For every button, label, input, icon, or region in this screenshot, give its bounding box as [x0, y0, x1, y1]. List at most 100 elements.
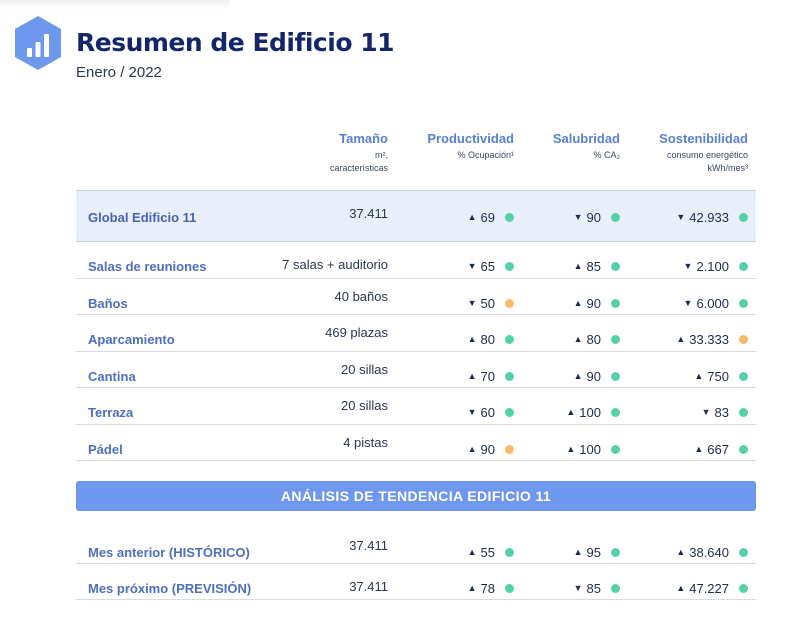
status-dot-icon	[611, 298, 620, 308]
status-dot-icon	[611, 262, 620, 271]
bar-chart-logo-icon	[15, 16, 61, 70]
productivity-cell: ▲ 80	[468, 332, 514, 347]
column-header-size[interactable]: Tamaño m², características	[329, 131, 388, 173]
salubrity-cell: ▲ 80	[574, 332, 620, 347]
sustainability-cell: ▼ 2.100	[684, 259, 748, 274]
trend-up-arrow-icon: ▲	[467, 583, 477, 593]
table-row[interactable]: Mes anterior (HISTÓRICO) 37.411 ▲ 55 ▲ 9…	[76, 528, 756, 564]
trend-analysis-banner: ANÁLISIS DE TENDENCIA EDIFICIO 11	[76, 481, 756, 511]
trend-down-arrow-icon: ▼	[676, 212, 686, 222]
sustainability-cell: ▲ 38.640	[676, 545, 748, 560]
status-dot-icon	[611, 408, 620, 417]
trend-table: Mes anterior (HISTÓRICO) 37.411 ▲ 55 ▲ 9…	[76, 528, 756, 600]
status-dot-icon	[505, 408, 514, 417]
productivity-value: 55	[480, 545, 495, 560]
status-dot-icon	[739, 262, 748, 271]
trend-up-arrow-icon: ▲	[467, 334, 477, 344]
size-value: 7 salas + auditorio	[282, 257, 388, 272]
trend-up-arrow-icon: ▲	[573, 334, 583, 344]
productivity-value: 69	[480, 210, 495, 225]
trend-up-arrow-icon: ▲	[694, 443, 704, 454]
productivity-cell: ▲ 55	[468, 545, 514, 560]
sustainability-cell: ▲ 47.227	[676, 581, 748, 596]
size-value: 40 baños	[334, 288, 389, 304]
trend-up-arrow-icon: ▲	[467, 212, 477, 222]
status-dot-icon	[505, 584, 514, 593]
trend-up-arrow-icon: ▲	[573, 261, 583, 271]
trend-up-arrow-icon: ▲	[566, 407, 576, 417]
salubrity-value: 85	[586, 259, 601, 274]
row-name: Terraza	[88, 405, 134, 420]
sustainability-value: 2.100	[696, 259, 729, 274]
salubrity-cell: ▲ 100	[566, 405, 620, 420]
status-dot-icon	[739, 298, 748, 308]
salubrity-cell: ▲ 90	[574, 369, 620, 384]
status-dot-icon	[505, 335, 514, 344]
productivity-value: 50	[480, 295, 495, 311]
salubrity-cell: ▲ 85	[574, 259, 620, 274]
sustainability-value: 6.000	[696, 295, 729, 311]
size-value: 37.411	[349, 206, 388, 221]
page-subtitle: Enero / 2022	[76, 64, 162, 81]
table-row[interactable]: Pádel 4 pistas ▲ 90 ▲ 100 ▲ 667	[76, 425, 756, 461]
table-row[interactable]: Salas de reuniones 7 salas + auditorio ▼…	[76, 242, 756, 279]
sustainability-cell: ▼ 6.000	[684, 296, 748, 311]
table-row[interactable]: Global Edificio 11 37.411 ▲ 69 ▼ 90 ▼ 42…	[76, 191, 756, 242]
row-name: Mes próximo (PREVISIÓN)	[88, 581, 252, 596]
table-row[interactable]: Mes próximo (PREVISIÓN) 37.411 ▲ 78 ▼ 85…	[76, 564, 756, 600]
column-header-sustainability[interactable]: Sostenibilidad consumo energético kWh/me…	[659, 131, 748, 173]
row-name: Mes anterior (HISTÓRICO)	[88, 545, 250, 560]
productivity-value: 70	[480, 368, 495, 384]
status-dot-icon	[739, 213, 748, 222]
row-name: Aparcamiento	[88, 332, 175, 347]
sustainability-cell: ▲ 750	[694, 369, 748, 384]
table-row[interactable]: Aparcamiento 469 plazas ▲ 80 ▲ 80 ▲ 33.3…	[76, 315, 756, 352]
column-header-salubrity[interactable]: Salubridad % CA₂	[552, 131, 620, 160]
sustainability-value: 38.640	[689, 545, 729, 560]
trend-down-arrow-icon: ▼	[467, 407, 477, 417]
salubrity-value: 100	[579, 405, 601, 420]
productivity-value: 65	[480, 259, 495, 274]
table-row[interactable]: Cantina 20 sillas ▲ 70 ▲ 90 ▲ 750	[76, 352, 756, 388]
trend-down-arrow-icon: ▼	[467, 297, 477, 308]
status-dot-icon	[739, 584, 748, 593]
size-value: 20 sillas	[341, 398, 388, 413]
top-shadow	[0, 0, 230, 10]
status-dot-icon	[611, 213, 620, 222]
size-value: 469 plazas	[325, 325, 388, 340]
trend-up-arrow-icon: ▲	[676, 547, 686, 557]
productivity-cell: ▼ 65	[468, 259, 514, 274]
trend-down-arrow-icon: ▼	[573, 212, 583, 222]
trend-up-arrow-icon: ▲	[467, 370, 477, 381]
trend-down-arrow-icon: ▼	[701, 407, 711, 417]
salubrity-value: 90	[586, 295, 601, 311]
trend-up-arrow-icon: ▲	[573, 370, 583, 381]
status-dot-icon	[505, 371, 514, 381]
productivity-cell: ▲ 78	[468, 581, 514, 596]
trend-up-arrow-icon: ▲	[676, 583, 686, 593]
salubrity-value: 90	[586, 368, 601, 384]
row-name: Pádel	[88, 441, 123, 457]
status-dot-icon	[505, 213, 514, 222]
column-header-productivity[interactable]: Productividad % Ocupación¹	[427, 131, 514, 160]
summary-table: Tamaño m², características Productividad…	[76, 125, 756, 461]
status-dot-icon	[739, 335, 748, 344]
sustainability-cell: ▼ 42.933	[676, 210, 748, 225]
status-dot-icon	[611, 371, 620, 381]
table-row[interactable]: Terraza 20 sillas ▼ 60 ▲ 100 ▼ 83	[76, 388, 756, 425]
trend-up-arrow-icon: ▲	[573, 547, 583, 557]
salubrity-value: 85	[586, 581, 601, 596]
trend-down-arrow-icon: ▼	[573, 583, 583, 593]
productivity-value: 90	[480, 441, 495, 457]
productivity-cell: ▼ 60	[468, 405, 514, 420]
trend-up-arrow-icon: ▲	[566, 443, 576, 454]
salubrity-value: 90	[586, 210, 601, 225]
productivity-cell: ▲ 90	[468, 442, 514, 457]
status-dot-icon	[505, 548, 514, 557]
status-dot-icon	[611, 444, 620, 454]
table-row[interactable]: Baños 40 baños ▼ 50 ▲ 90 ▼ 6.000	[76, 279, 756, 315]
status-dot-icon	[505, 444, 514, 454]
salubrity-value: 100	[579, 441, 601, 457]
status-dot-icon	[739, 371, 748, 381]
productivity-value: 80	[480, 332, 495, 347]
